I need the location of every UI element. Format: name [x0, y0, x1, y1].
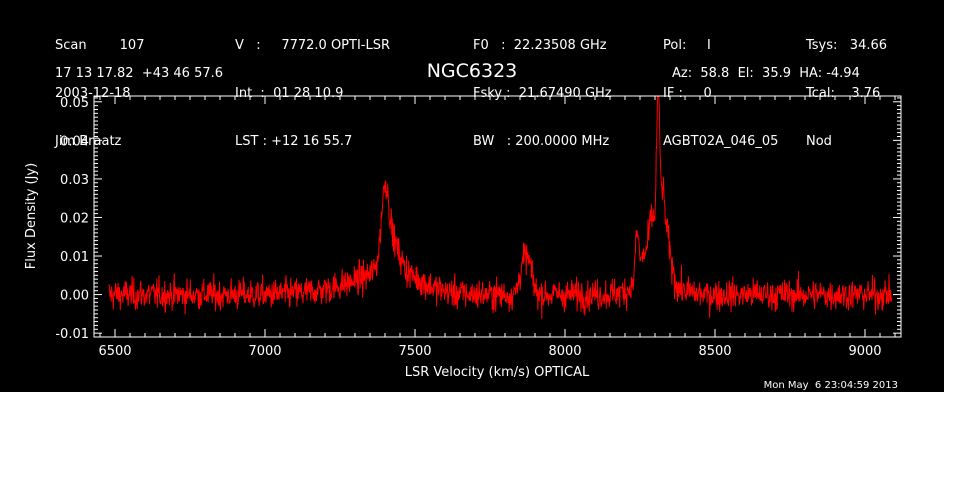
rest-frequency: F0 : 22.23508 GHz: [473, 38, 607, 53]
timestamp: Mon May 6 23:04:59 2013: [763, 380, 898, 391]
lst: LST : +12 16 55.7: [235, 134, 353, 149]
polarization: Pol: I: [663, 38, 711, 53]
y-tick-label: 0.02: [60, 211, 89, 226]
observer: Jim Braatz: [55, 134, 122, 149]
bandwidth: BW : 200.0000 MHz: [473, 134, 610, 149]
scan-date: 2003-12-18: [55, 86, 131, 101]
y-tick-label: 0.04: [60, 134, 89, 149]
project-id: AGBT02A_046_05: [663, 134, 779, 149]
scan-info: Scan 107 2003-12-18 Jim Braatz: [55, 6, 144, 182]
x-tick-label: 7500: [398, 344, 431, 359]
y-tick-label: 0.01: [60, 250, 89, 265]
y-tick-label: 0.00: [60, 289, 89, 304]
integration-time: Int : 01 28 10.9: [235, 86, 344, 101]
spectrum-series-line: [108, 96, 893, 320]
az-el-ha: Az: 58.8 El: 35.9 HA: -4.94: [672, 66, 860, 81]
procedure: Nod: [806, 134, 832, 149]
x-tick-label: 6500: [98, 344, 131, 359]
receiver-info: Pol: I IF : 0 AGBT02A_046_05: [663, 6, 778, 182]
x-tick-label: 8500: [698, 344, 731, 359]
plot-frame: [93, 95, 902, 338]
tcal: Tcal: 3.76: [806, 86, 881, 101]
axes-layer: 6500 7000 7500 8000 8500 9000 -0.01 0.00 0.01 0.0…: [55, 96, 901, 359]
scan-number: Scan 107: [55, 38, 145, 53]
source-title: NGC6323: [426, 60, 518, 82]
x-axis-label: LSR Velocity (km/s) OPTICAL: [405, 365, 590, 380]
source-velocity: V : 7772.0 OPTI-LSR: [235, 38, 391, 53]
y-tick-label: -0.01: [55, 327, 89, 342]
y-tick-label: 0.03: [60, 173, 89, 188]
tsys: Tsys: 34.66: [806, 38, 888, 53]
y-tick-label: 0.05: [60, 96, 89, 111]
x-tick-label: 7000: [248, 344, 281, 359]
y-axis-label: Flux Density (Jy): [24, 163, 39, 269]
if-number: IF : 0: [663, 86, 712, 101]
data-layer: [108, 96, 893, 320]
sky-frequency: Fsky : 21.67490 GHz: [473, 86, 612, 101]
x-tick-label: 8000: [548, 344, 581, 359]
spectrum-chart: 6500 7000 7500 8000 8500 9000 -0.01 0.00 0.01 0.0…: [24, 95, 902, 380]
velocity-info: V : 7772.0 OPTI-LSR Int : 01 28 10.9 LST…: [235, 6, 390, 182]
frequency-info: F0 : 22.23508 GHz Fsky : 21.67490 GHz BW…: [473, 6, 612, 182]
x-tick-label: 9000: [848, 344, 881, 359]
plot-window: Scan 107 2003-12-18 Jim Braatz V : 7772.…: [0, 0, 944, 392]
system-info: Tsys: 34.66 Tcal: 3.76 Nod: [806, 6, 887, 182]
source-coordinates: 17 13 17.82 +43 46 57.6: [55, 66, 224, 81]
